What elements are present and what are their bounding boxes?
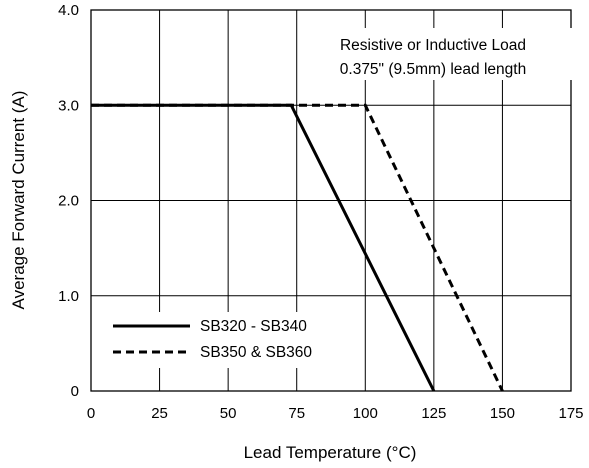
y-tick-label-4: 4.0 (58, 2, 79, 19)
plot-frame (90, 9, 572, 392)
y-tick-label-2: 2.0 (58, 193, 79, 210)
series-lines (91, 103, 504, 392)
y-axis-label: Average Forward Current (A) (9, 91, 28, 310)
x-tick-labels: 0 25 50 75 100 125 150 175 (87, 405, 584, 422)
legend: SB320 - SB340 SB350 & SB360 (104, 312, 349, 368)
x-tick-label-125: 125 (421, 405, 446, 422)
legend-label-sb320-sb340: SB320 - SB340 (200, 318, 307, 335)
y-tick-label-1: 1.0 (58, 288, 79, 305)
y-tick-label-3: 3.0 (58, 97, 79, 114)
y-tick-labels: 0 1.0 2.0 3.0 4.0 (58, 2, 79, 400)
x-axis-label: Lead Temperature (°C) (244, 443, 417, 462)
annotation-background (300, 28, 572, 80)
annotation-line-1: Resistive or Inductive Load (340, 37, 526, 54)
x-tick-label-175: 175 (558, 405, 583, 422)
x-tick-label-150: 150 (490, 405, 515, 422)
y-tick-label-0: 0 (71, 383, 79, 400)
x-tick-label-75: 75 (288, 405, 305, 422)
legend-background (104, 312, 349, 368)
annotation-line-2: 0.375" (9.5mm) lead length (340, 61, 526, 78)
legend-label-sb350-sb360: SB350 & SB360 (200, 344, 312, 361)
x-tick-label-50: 50 (220, 405, 237, 422)
x-tick-label-0: 0 (87, 405, 95, 422)
x-tick-label-100: 100 (353, 405, 378, 422)
x-tick-label-25: 25 (151, 405, 168, 422)
series-line-2 (91, 103, 504, 392)
